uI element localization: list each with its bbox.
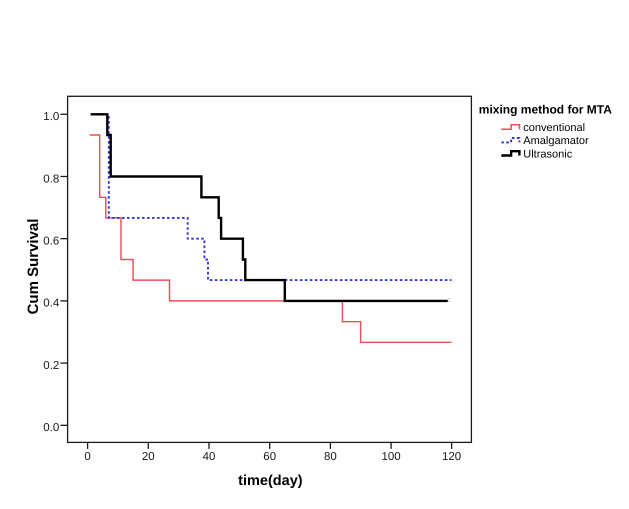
svg-text:0.4: 0.4 [43,298,60,310]
svg-text:120: 120 [442,451,461,463]
svg-text:0.2: 0.2 [43,360,59,372]
svg-text:80: 80 [324,451,337,463]
svg-text:20: 20 [142,451,155,463]
svg-text:time(day): time(day) [238,473,303,489]
svg-text:Cum Survival: Cum Survival [25,219,42,315]
svg-text:0.8: 0.8 [43,173,59,185]
svg-text:100: 100 [382,451,401,463]
svg-text:0: 0 [84,451,90,463]
svg-text:60: 60 [263,451,276,463]
svg-text:Amalgamator: Amalgamator [523,135,589,147]
svg-text:Ultrasonic: Ultrasonic [523,149,572,161]
svg-text:conventional: conventional [523,122,585,134]
svg-text:0.0: 0.0 [43,422,59,434]
svg-text:mixing method for MTA: mixing method for MTA [479,102,612,116]
svg-text:1.0: 1.0 [43,111,59,123]
svg-text:0.6: 0.6 [43,236,59,248]
svg-text:40: 40 [203,451,216,463]
